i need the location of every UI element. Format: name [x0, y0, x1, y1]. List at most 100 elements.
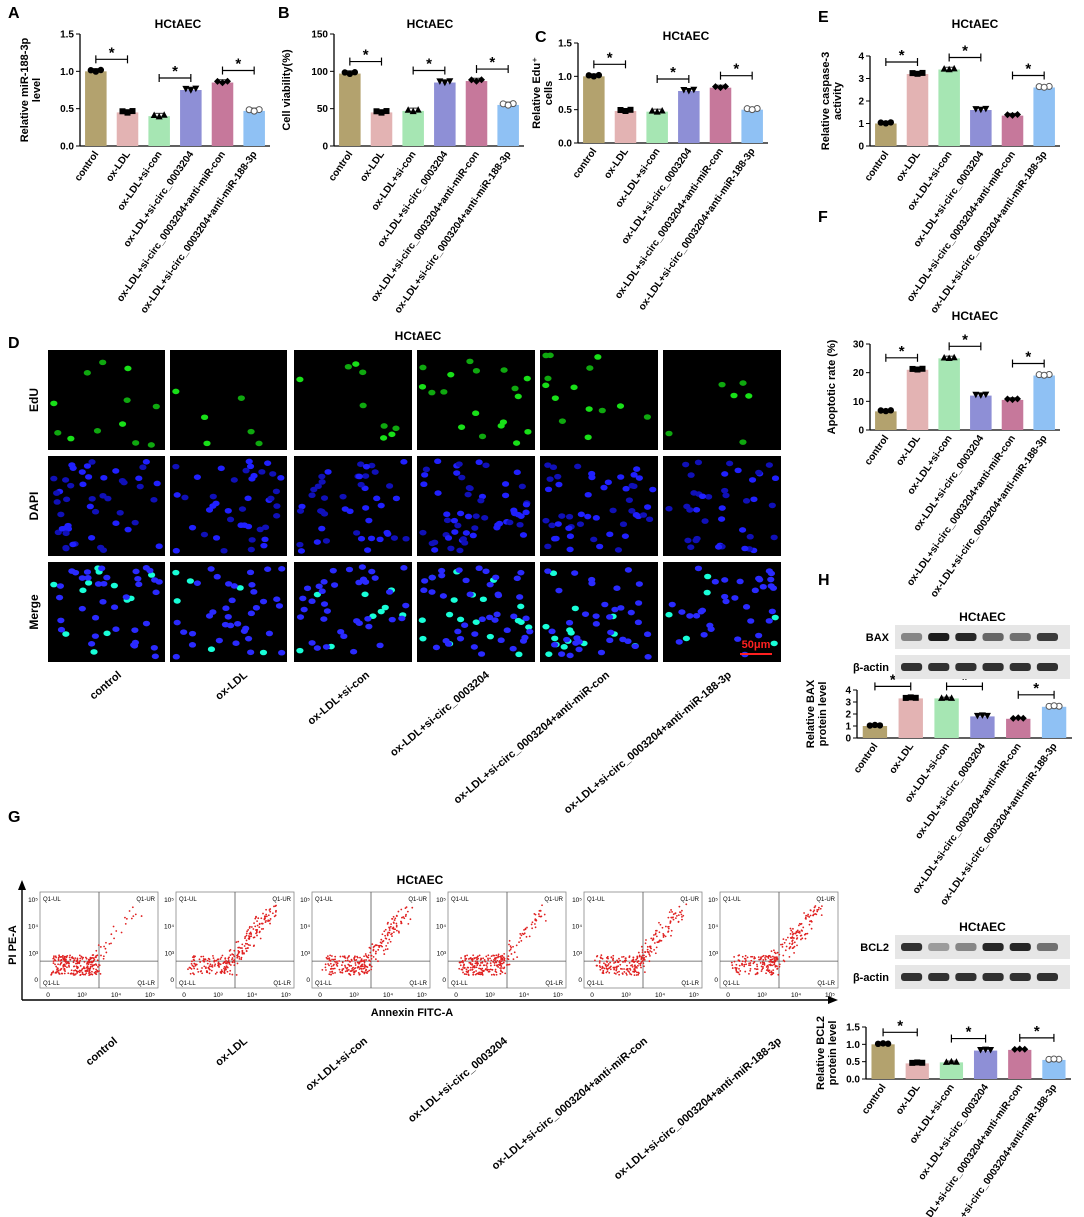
nucleus: [526, 628, 534, 635]
flow-event: [806, 932, 809, 935]
nucleus: [116, 509, 124, 516]
nucleus: [455, 461, 463, 467]
flow-event: [670, 934, 672, 937]
flow-event: [650, 950, 653, 953]
nucleus: [574, 463, 582, 470]
data-point: [373, 108, 380, 115]
flow-event: [338, 968, 341, 971]
flow-event: [217, 963, 220, 966]
nucleus: [472, 410, 480, 417]
flow-event: [62, 965, 65, 968]
data-point: [722, 82, 729, 90]
nucleus: [367, 535, 376, 542]
flow-event: [681, 918, 683, 921]
flow-event: [499, 955, 502, 958]
nucleus: [649, 486, 657, 493]
nucleus: [303, 585, 312, 592]
nucleus: [55, 594, 64, 601]
column-label: ox-LDL+si-circ_0003204: [406, 1035, 511, 1126]
nucleus: [571, 570, 579, 576]
bar: [970, 395, 992, 430]
nucleus: [278, 649, 286, 656]
flow-event: [478, 967, 480, 970]
flow-event: [231, 957, 234, 959]
flow-event: [594, 959, 596, 962]
nucleus: [432, 644, 441, 651]
y-tick-label: 0.0: [558, 139, 572, 150]
nucleus: [362, 463, 371, 470]
x-tick-label: ox-LDL: [894, 149, 923, 184]
nucleus: [131, 627, 139, 633]
quadrant-label: Q1-UL: [179, 897, 197, 903]
flow-event: [258, 930, 261, 933]
flow-event: [667, 927, 670, 930]
y-tick-label: 1.5: [558, 39, 572, 50]
flow-event: [469, 963, 472, 965]
flow-event: [640, 958, 643, 960]
nucleus: [665, 505, 673, 512]
flow-y-tick: 0: [714, 977, 718, 984]
nucleus: [459, 536, 468, 542]
flow-event: [539, 915, 542, 918]
flow-event: [389, 925, 392, 928]
flow-x-tick: 0: [318, 992, 322, 999]
flow-y-tick: 10⁴: [708, 924, 718, 931]
flow-event: [601, 957, 604, 960]
flow-event: [487, 954, 490, 957]
flow-event: [472, 965, 475, 968]
flow-event: [346, 959, 349, 962]
flow-event: [672, 913, 675, 916]
flow-event: [245, 932, 248, 935]
flow-event: [335, 963, 338, 966]
data-point: [150, 111, 158, 119]
flow-event: [328, 973, 331, 976]
flow-event: [762, 954, 765, 957]
bar: [934, 698, 959, 738]
y-tick-label: 1.0: [846, 1040, 860, 1051]
nucleus: [428, 589, 436, 595]
nucleus: [551, 635, 559, 642]
nucleus: [472, 367, 481, 374]
flow-event: [369, 951, 372, 954]
flow-event: [248, 927, 251, 929]
data-point: [627, 106, 634, 113]
data-point: [945, 354, 953, 362]
nucleus: [469, 532, 477, 539]
flow-event: [816, 910, 819, 913]
nucleus: [585, 406, 593, 412]
bar: [583, 76, 605, 143]
nucleus: [701, 518, 709, 524]
column-label: ox-LDL+si-circ_0003204: [388, 669, 493, 760]
nucleus: [548, 628, 556, 635]
flow-y-axis-label: PI PE-A: [7, 925, 19, 965]
nucleus: [376, 536, 384, 543]
flow-event: [202, 958, 205, 960]
flow-event: [667, 916, 670, 919]
flow-event: [370, 968, 373, 971]
nucleus: [228, 597, 236, 604]
y-tick-label: 1.5: [846, 1023, 860, 1034]
quadrant-label: Q1-LL: [315, 981, 332, 987]
flow-event: [382, 949, 385, 952]
flow-event: [332, 958, 335, 961]
flow-event: [329, 959, 332, 962]
flow-x-tick: 10⁵: [825, 992, 835, 999]
flow-event: [659, 939, 662, 942]
flow-event: [508, 963, 511, 966]
flow-event: [504, 972, 507, 975]
flow-event: [88, 971, 91, 974]
nucleus: [721, 593, 729, 600]
nucleus: [635, 475, 643, 481]
flow-event: [507, 958, 510, 961]
flow-event: [808, 923, 811, 926]
data-point: [982, 391, 990, 399]
flow-event: [660, 939, 663, 942]
flow-event: [91, 965, 94, 968]
flow-event: [658, 931, 661, 934]
nucleus: [320, 601, 329, 607]
flow-event: [94, 972, 97, 975]
flow-event: [226, 961, 228, 964]
nucleus: [379, 435, 388, 441]
flow-event: [347, 955, 350, 958]
